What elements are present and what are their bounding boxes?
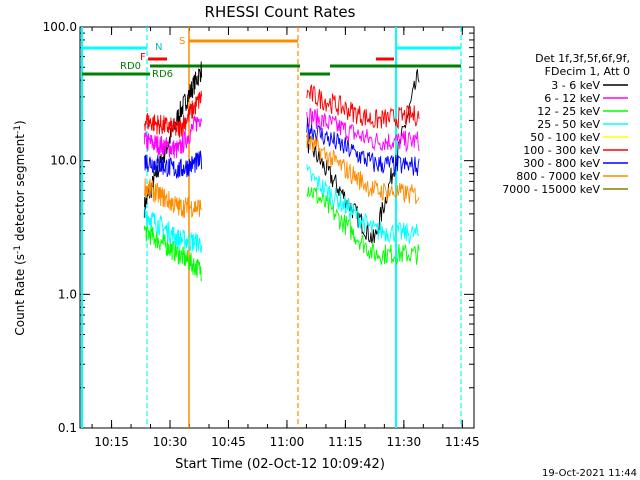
plot-frame	[79, 26, 475, 429]
legend-header: FDecim 1, Att 0	[545, 65, 630, 78]
flag-label: RD6	[152, 69, 173, 80]
chart-title: RHESSI Count Rates	[205, 3, 356, 21]
legend-entry-label: 3 - 6 keV	[551, 79, 600, 92]
legend-entry-label: 100 - 300 keV	[523, 144, 600, 157]
legend-entry-label: 800 - 7000 keV	[516, 170, 600, 183]
x-tick-label: 10:30	[153, 435, 188, 449]
flag-label: N	[155, 42, 162, 53]
series-25-50-kev-seg1	[143, 206, 203, 253]
legend-header: Det 1f,3f,5f,6f,9f,	[535, 52, 630, 65]
axis-ticks: 10:15 10:30 10:45 11:00 11:15 11:30 11:45 100.0…	[43, 20, 480, 449]
y-tick-label: 0.1	[58, 421, 77, 435]
x-tick-label: 10:15	[94, 435, 129, 449]
series-800-7000-kev-seg2	[306, 132, 420, 205]
legend-entry-label: 300 - 800 keV	[523, 157, 600, 170]
series-6-12-kev-seg2	[306, 107, 420, 153]
series-6-12-kev-seg1	[143, 115, 203, 159]
y-tick-label: 10.0	[50, 154, 77, 168]
y-tick-label: 100.0	[43, 20, 77, 34]
flag-label: RD0	[120, 61, 141, 72]
legend-entry-label: 25 - 50 keV	[537, 118, 600, 131]
x-tick-label: 11:30	[387, 435, 422, 449]
series-300-800-kev-seg2	[306, 117, 420, 176]
legend-entry-label: 50 - 100 keV	[530, 131, 600, 144]
x-tick-label: 11:00	[270, 435, 305, 449]
flag-label: F	[140, 52, 146, 63]
legend: Det 1f,3f,5f,6f,9f,FDecim 1, Att 03 - 6 …	[502, 52, 630, 196]
series-25-50-kev-seg2	[306, 164, 420, 244]
series-100-300-kev-seg2	[306, 84, 420, 130]
legend-entry-label: 12 - 25 keV	[537, 105, 600, 118]
flag-label: S	[179, 36, 185, 47]
data-series	[143, 61, 420, 282]
legend-entry-label: 7000 - 15000 keV	[502, 183, 600, 196]
series-300-800-kev-seg1	[144, 150, 203, 179]
x-tick-label: 10:45	[211, 435, 246, 449]
series-12-25-kev-seg2	[306, 186, 420, 266]
series-800-7000-kev-seg1	[143, 178, 203, 218]
x-axis-label: Start Time (02-Oct-12 10:09:42)	[175, 457, 385, 472]
series-100-300-kev-seg1	[143, 90, 203, 138]
flag-labels: FN S RD0 RD6	[120, 36, 185, 80]
x-tick-label: 11:15	[328, 435, 363, 449]
y-axis-label: Count Rate (s-1 detector segment-1)	[13, 120, 27, 335]
y-tick-label: 1.0	[58, 287, 77, 301]
x-tick-label: 11:45	[445, 435, 480, 449]
legend-entry-label: 6 - 12 keV	[544, 92, 600, 105]
plot-timestamp: 19-Oct-2021 11:44	[542, 468, 637, 479]
